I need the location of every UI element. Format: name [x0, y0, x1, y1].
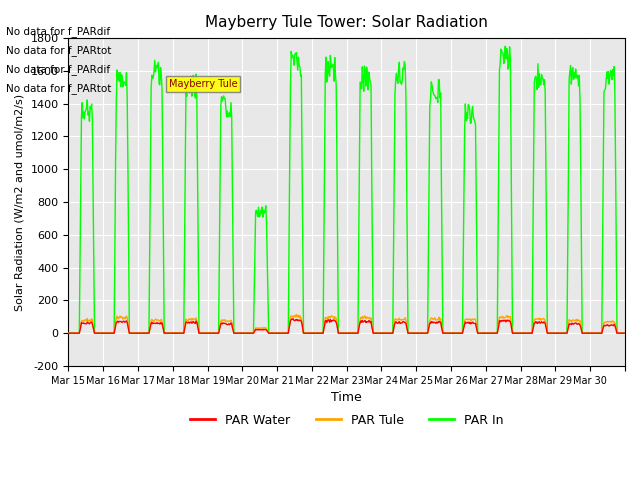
Text: No data for f_PARdif: No data for f_PARdif	[6, 25, 111, 36]
Legend: PAR Water, PAR Tule, PAR In: PAR Water, PAR Tule, PAR In	[186, 409, 508, 432]
Title: Mayberry Tule Tower: Solar Radiation: Mayberry Tule Tower: Solar Radiation	[205, 15, 488, 30]
Text: No data for f_PARtot: No data for f_PARtot	[6, 45, 112, 56]
Y-axis label: Solar Radiation (W/m2 and umol/m2/s): Solar Radiation (W/m2 and umol/m2/s)	[15, 94, 25, 311]
Text: No data for f_PARtot: No data for f_PARtot	[6, 83, 112, 94]
Text: No data for f_PARdif: No data for f_PARdif	[6, 64, 111, 75]
Text: Mayberry Tule: Mayberry Tule	[168, 79, 237, 89]
X-axis label: Time: Time	[332, 391, 362, 404]
